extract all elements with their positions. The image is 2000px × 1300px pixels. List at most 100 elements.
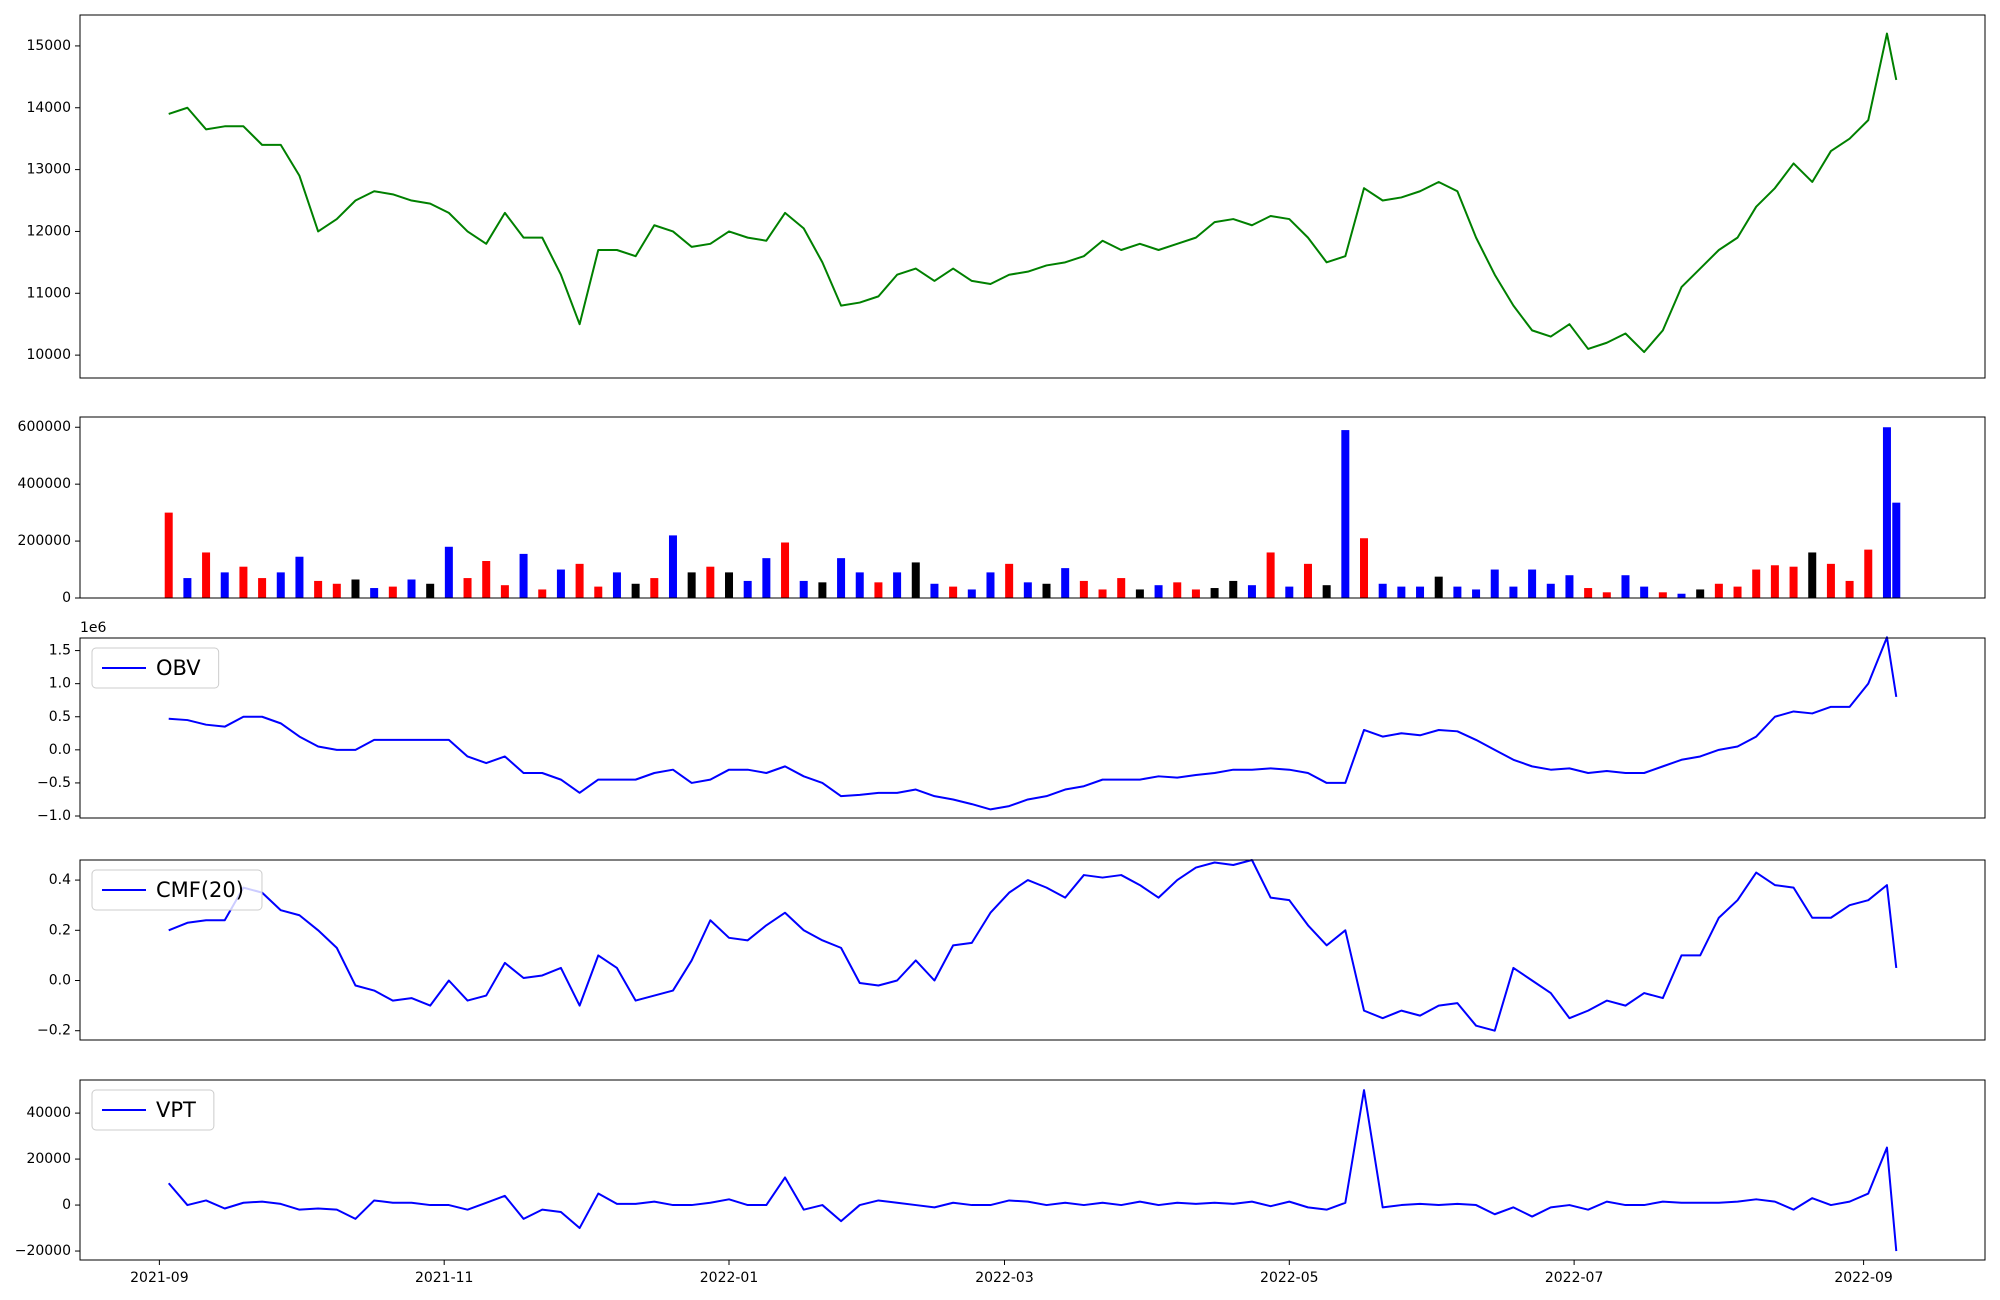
axes-frame: [79, 1079, 1986, 1261]
y-tick-label: 0: [62, 590, 71, 606]
volume-bar: [1247, 585, 1256, 598]
volume-bar: [1173, 582, 1182, 598]
volume-bar: [1117, 578, 1126, 598]
legend-label: VPT: [156, 1098, 196, 1122]
volume-bar: [893, 572, 902, 598]
volume-bar: [407, 579, 416, 598]
y-tick-label: 40000: [26, 1105, 71, 1121]
volume-bar: [781, 542, 790, 598]
x-tick-label: 2022-01: [700, 1270, 759, 1286]
volume-bar: [1378, 583, 1387, 598]
volume-bar: [276, 572, 285, 598]
volume-bar: [1266, 552, 1275, 598]
volume-bar: [556, 569, 565, 598]
volume-bar: [444, 546, 453, 598]
volume-bar: [463, 578, 472, 598]
y-tick-label: 14000: [26, 100, 71, 116]
volume-bar: [1285, 586, 1294, 598]
y-tick-label: 1.5: [49, 643, 71, 659]
volume-bar: [1023, 582, 1032, 598]
volume-bar: [164, 512, 173, 598]
y-tick-label: 400000: [18, 476, 71, 492]
volume-bar: [1864, 549, 1873, 598]
volume-bar: [1210, 588, 1219, 598]
volume-bar: [1229, 580, 1238, 598]
volume-bar: [482, 561, 491, 598]
x-tick-label: 2022-07: [1545, 1270, 1604, 1286]
volume-bar: [837, 558, 846, 598]
volume-bar: [519, 553, 528, 598]
y-tick-label: −20000: [15, 1243, 71, 1259]
volume-bar: [799, 580, 808, 598]
volume-bar: [1042, 583, 1051, 598]
series-line: [168, 636, 1898, 811]
volume-bar: [874, 582, 883, 598]
volume-bar: [239, 566, 248, 598]
y-tick-label: 1.0: [49, 676, 71, 692]
volume-bar: [1528, 569, 1537, 598]
volume-bar: [1770, 565, 1779, 598]
y-tick-label: 10000: [26, 347, 71, 363]
volume-bar: [1360, 538, 1369, 598]
volume-bar: [202, 552, 211, 598]
volume-bar: [332, 583, 341, 598]
volume-bar: [183, 578, 192, 598]
axis-offset-label: 1e6: [80, 620, 107, 636]
y-tick-label: 200000: [18, 533, 71, 549]
y-tick-label: 0.5: [49, 709, 71, 725]
volume-bar: [949, 586, 958, 598]
x-tick-label: 2022-03: [975, 1270, 1034, 1286]
volume-bar: [295, 556, 304, 598]
volume-bar: [500, 585, 509, 598]
y-tick-label: 0.2: [49, 922, 71, 938]
legend-box: [91, 647, 220, 689]
volume-bar: [762, 558, 771, 598]
y-tick-label: 15000: [26, 38, 71, 54]
volume-bar: [1154, 585, 1163, 598]
volume-bar: [314, 580, 323, 598]
y-tick-label: −0.2: [37, 1023, 71, 1039]
volume-bar: [1677, 593, 1686, 598]
volume-bar: [538, 589, 547, 598]
volume-bar: [426, 583, 435, 598]
volume-bar: [1416, 586, 1425, 598]
volume-bar: [1490, 569, 1499, 598]
volume-bar: [986, 572, 995, 598]
volume-bar: [1546, 583, 1555, 598]
volume-bar: [1079, 580, 1088, 598]
volume-bar: [1714, 583, 1723, 598]
series-line: [168, 32, 1898, 354]
volume-bar: [1845, 580, 1854, 598]
volume-bar: [1826, 563, 1835, 598]
volume-bar: [911, 562, 920, 598]
y-tick-label: 11000: [26, 285, 71, 301]
volume-bar: [1341, 430, 1350, 598]
y-tick-label: 12000: [26, 223, 71, 239]
volume-bar: [1789, 566, 1798, 598]
volume-bar: [687, 572, 696, 598]
volume-bar: [1621, 575, 1630, 598]
volume-bar: [1303, 563, 1312, 598]
y-tick-label: −1.0: [37, 808, 71, 824]
y-tick-label: 0.0: [49, 973, 71, 989]
volume-bar: [631, 583, 640, 598]
volume-bar: [351, 579, 360, 598]
volume-bar: [1472, 589, 1481, 598]
x-tick-label: 2022-05: [1260, 1270, 1319, 1286]
y-tick-label: 13000: [26, 162, 71, 178]
volume-bar: [388, 586, 397, 598]
volume-bar: [1397, 586, 1406, 598]
y-tick-label: 0.0: [49, 742, 71, 758]
volume-bar: [650, 578, 659, 598]
volume-bar: [1061, 568, 1070, 598]
axes-frame: [79, 859, 1986, 1041]
legend-label: OBV: [156, 656, 201, 680]
volume-bar: [1005, 563, 1014, 598]
axes-frame: [79, 416, 1986, 599]
volume-bar: [1658, 592, 1667, 598]
volume-bar: [1602, 592, 1611, 598]
legend-box: [91, 1089, 215, 1131]
volume-bar: [1434, 576, 1443, 598]
volume-bar: [1640, 586, 1649, 598]
x-tick-label: 2022-09: [1834, 1270, 1893, 1286]
